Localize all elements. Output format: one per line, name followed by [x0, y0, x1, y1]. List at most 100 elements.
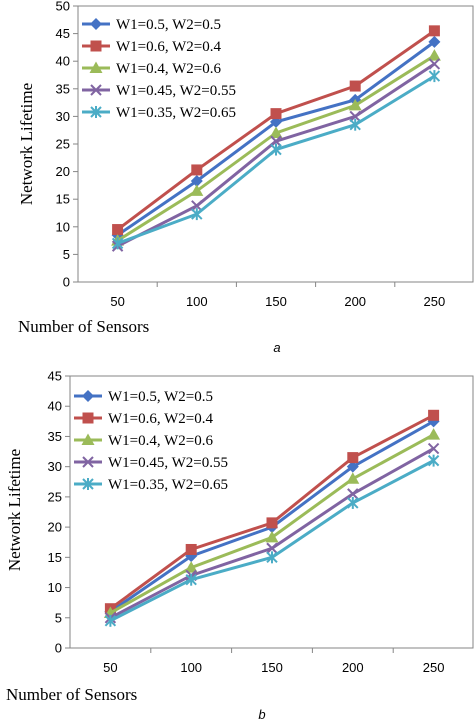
- data-point: [428, 35, 441, 48]
- y-tick-label: 5: [63, 247, 70, 262]
- legend-marker: [82, 390, 94, 402]
- legend-label: W1=0.4, W2=0.6: [108, 433, 213, 449]
- legend: W1=0.5, W2=0.5 W1=0.6, W2=0.4 W1=0.4, W2=0…: [82, 17, 236, 121]
- series-line: [109, 420, 435, 613]
- data-point: [428, 70, 441, 83]
- x-axis-title: Number of Sensors: [6, 685, 137, 704]
- x-axis-title: Number of Sensors: [18, 317, 149, 336]
- y-tick-label: 35: [56, 81, 70, 96]
- x-tick-label: 250: [424, 294, 446, 309]
- data-point: [111, 237, 124, 250]
- data-point: [185, 543, 197, 555]
- legend-marker: [90, 40, 102, 52]
- legend-marker: [90, 84, 102, 96]
- y-tick-label: 40: [56, 54, 70, 69]
- data-point: [269, 126, 283, 138]
- y-tick-label: 20: [48, 520, 62, 535]
- legend-marker: [81, 433, 95, 445]
- y-tick-label: 30: [48, 459, 62, 474]
- y-tick-label: 10: [56, 219, 70, 234]
- data-point: [347, 496, 359, 509]
- data-point: [348, 98, 362, 111]
- y-tick-label: 15: [56, 192, 70, 207]
- legend: W1=0.5, W2=0.5 W1=0.6, W2=0.4 W1=0.4, W2=0…: [74, 389, 228, 493]
- data-point: [270, 135, 282, 147]
- data-point: [428, 58, 441, 70]
- legend-item: W1=0.45, W2=0.55: [74, 455, 228, 471]
- legend-label: W1=0.6, W2=0.4: [108, 411, 213, 427]
- x-tick-label: 50: [110, 294, 124, 309]
- y-tick-label: 15: [48, 550, 62, 565]
- series-2: [112, 25, 440, 236]
- panel-label: b: [258, 707, 265, 721]
- legend-item: W1=0.35, W2=0.65: [74, 477, 228, 493]
- data-point: [270, 108, 282, 120]
- legend-marker: [82, 478, 94, 490]
- data-point: [190, 184, 204, 196]
- data-point: [185, 573, 197, 586]
- chart-panel-b: 0 5 10 15 20 25 30 35 40 45 50 100 150 200 250 Network …: [5, 369, 474, 721]
- legend-label: W1=0.4, W2=0.6: [116, 61, 221, 77]
- legend-item: W1=0.4, W2=0.6: [74, 433, 213, 449]
- plot-area-frame: [69, 375, 474, 649]
- data-point: [191, 200, 203, 212]
- legend-label: W1=0.5, W2=0.5: [116, 17, 221, 33]
- legend-label: W1=0.5, W2=0.5: [108, 389, 213, 405]
- data-point: [347, 452, 359, 464]
- y-tick-label: 0: [55, 641, 62, 656]
- data-point: [112, 224, 124, 236]
- legend-label: W1=0.35, W2=0.65: [116, 105, 236, 121]
- data-point: [427, 428, 441, 440]
- x-tick-label: 150: [265, 294, 287, 309]
- data-point: [270, 143, 282, 156]
- y-tick-label: 10: [48, 580, 62, 595]
- data-point: [184, 561, 198, 573]
- data-point: [427, 454, 440, 467]
- legend-marker: [82, 412, 94, 424]
- y-tick-label: 35: [48, 429, 62, 444]
- legend-item: W1=0.35, W2=0.65: [82, 105, 236, 121]
- series-5: [111, 70, 441, 250]
- data-point: [104, 614, 117, 627]
- y-tick-label: 20: [56, 164, 70, 179]
- data-point: [428, 409, 440, 421]
- y-tick-label: 5: [55, 610, 62, 625]
- series-line: [117, 74, 436, 245]
- data-point: [266, 517, 278, 529]
- y-tick-label: 50: [56, 0, 70, 14]
- legend-marker: [90, 106, 102, 118]
- data-point: [346, 472, 360, 484]
- data-point: [266, 551, 278, 564]
- y-tick-label: 45: [56, 26, 70, 41]
- x-tick-label: 200: [344, 294, 366, 309]
- data-point: [428, 25, 440, 37]
- legend-label: W1=0.35, W2=0.65: [108, 477, 228, 493]
- legend-item: W1=0.5, W2=0.5: [82, 17, 221, 33]
- legend-item: W1=0.5, W2=0.5: [74, 389, 213, 405]
- y-tick-label: 40: [48, 399, 62, 414]
- y-axis-title: Network Lifetime: [17, 83, 36, 205]
- data-point: [266, 542, 278, 554]
- data-point: [349, 110, 361, 123]
- legend-item: W1=0.45, W2=0.55: [82, 83, 236, 99]
- data-point: [347, 488, 359, 500]
- data-point: [265, 530, 279, 543]
- data-point: [346, 460, 359, 473]
- panel-label: a: [273, 340, 280, 355]
- legend-marker: [89, 61, 103, 73]
- legend-label: W1=0.45, W2=0.55: [116, 83, 236, 99]
- chart-panel-a: 0 5 10 15 20 25 30 35 40 45 50 50 100 150 200 250 Networ…: [17, 0, 474, 355]
- x-tick-label: 150: [261, 660, 283, 675]
- data-point: [349, 118, 361, 131]
- y-tick-label: 25: [48, 489, 62, 504]
- y-axis-title: Network Lifetime: [5, 449, 24, 571]
- data-point: [190, 174, 203, 187]
- y-tick-label: 30: [56, 109, 70, 124]
- legend-marker: [82, 456, 94, 468]
- legend-item: W1=0.4, W2=0.6: [82, 61, 221, 77]
- x-tick-label: 50: [103, 660, 117, 675]
- legend-item: W1=0.6, W2=0.4: [82, 39, 221, 55]
- legend-label: W1=0.6, W2=0.4: [116, 39, 221, 55]
- x-tick-label: 200: [342, 660, 364, 675]
